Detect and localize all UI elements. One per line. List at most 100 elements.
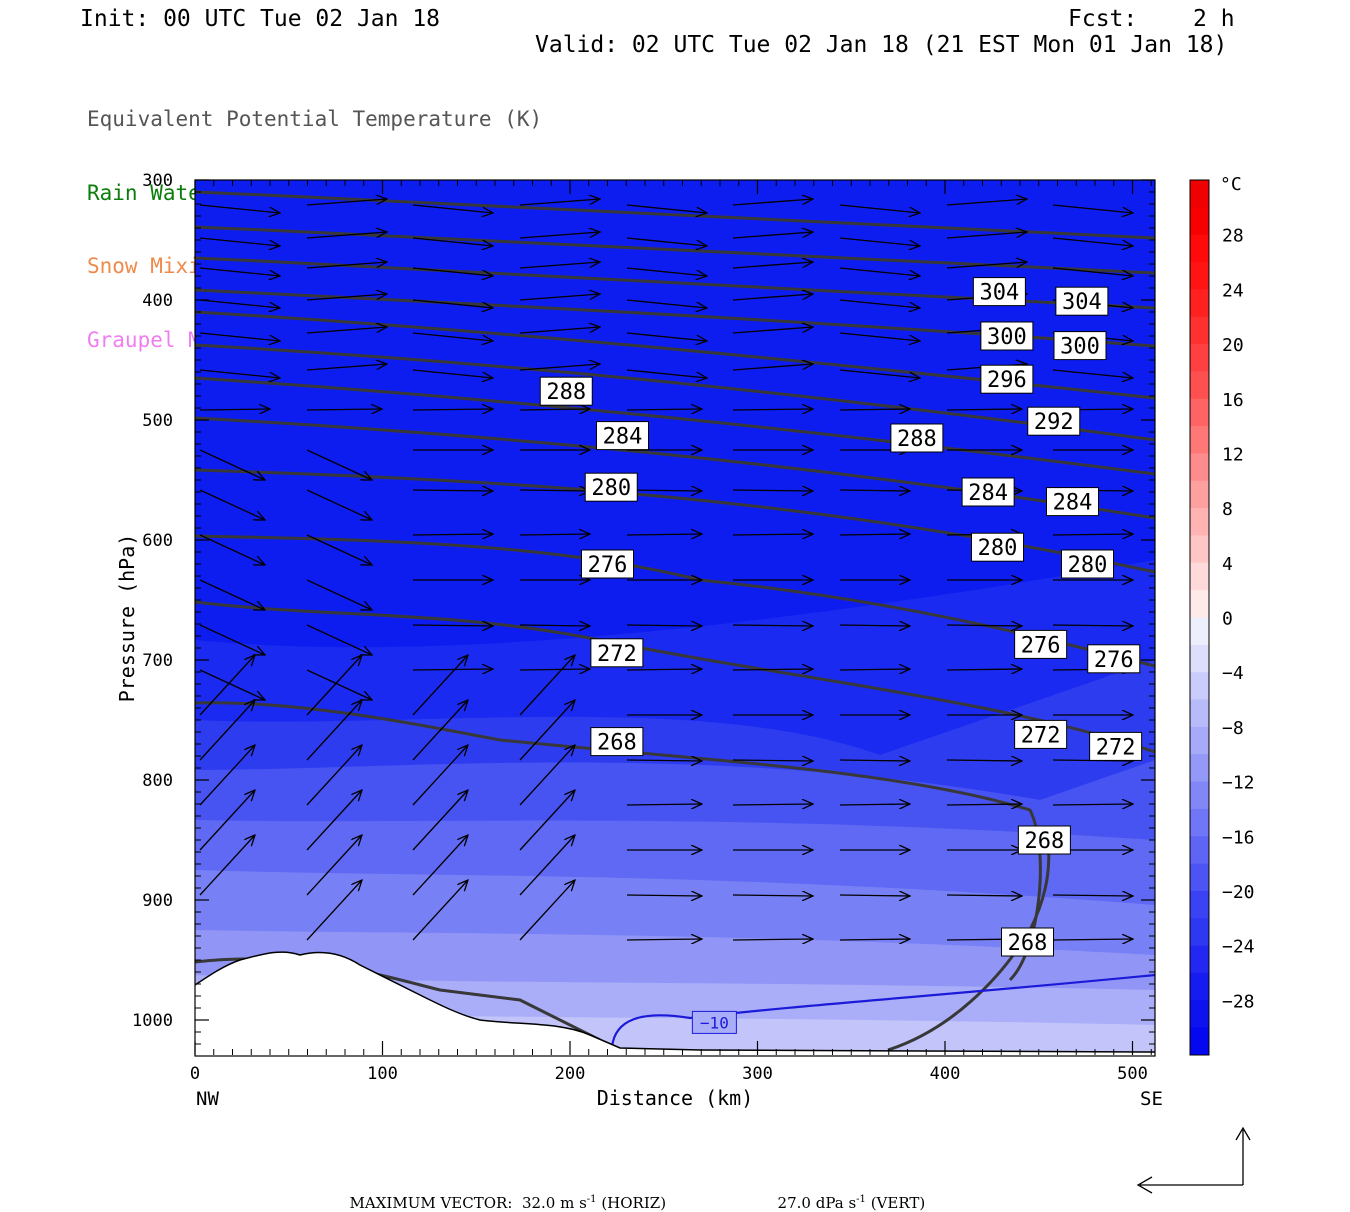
wind-vector — [306, 624, 372, 655]
theta-e-label: 272 — [1021, 723, 1061, 748]
colorbar-bin — [1190, 508, 1209, 536]
theta-e-label: 300 — [1060, 335, 1100, 360]
wind-vector — [199, 624, 265, 655]
wind-vector — [946, 760, 1022, 761]
wind-vector — [839, 299, 920, 308]
wind-vector — [199, 299, 280, 308]
colorbar-bin — [1190, 890, 1209, 919]
wind-vector — [306, 655, 362, 716]
wind-vector — [306, 294, 387, 301]
wind-vector — [626, 267, 707, 276]
wind-vector — [519, 490, 590, 491]
wind-vector — [1052, 625, 1133, 626]
reference-vector — [1136, 1126, 1251, 1194]
wind-vector — [839, 669, 910, 670]
wind-vector — [199, 669, 265, 700]
wind-vector — [732, 199, 813, 206]
wind-vector — [519, 232, 600, 239]
wind-vector — [306, 579, 372, 610]
wind-vector — [839, 332, 920, 341]
colorbar-bin — [1190, 289, 1209, 318]
colorbar-bin — [1190, 1000, 1209, 1029]
y-tick-label: 900 — [142, 891, 173, 911]
wind-vector — [732, 534, 813, 535]
colorbar-bin — [1190, 617, 1209, 646]
colorbar-bin — [1190, 972, 1209, 1001]
colorbar-tick-label: 24 — [1222, 280, 1244, 301]
wind-vector — [839, 409, 910, 410]
contour-labels: 304 304 300 300 296 292 288 288 284 284 284 280 280 2… — [539, 277, 1143, 1034]
wind-vector — [626, 237, 707, 246]
wind-vector — [732, 939, 813, 940]
theta-e-label-box — [1046, 487, 1099, 517]
wind-vector — [839, 204, 920, 213]
colorbar-bin — [1190, 180, 1209, 208]
colorbar-bin — [1190, 535, 1209, 564]
wind-vector — [626, 409, 702, 410]
theta-e-label-box — [596, 421, 649, 451]
colorbar-tick-label: −16 — [1222, 827, 1255, 848]
wind-vector — [732, 895, 813, 896]
wind-vector — [412, 490, 493, 491]
theta-e-label: 288 — [546, 380, 586, 405]
colorbar-tick-label: −4 — [1222, 663, 1244, 684]
wind-vector — [412, 332, 493, 341]
x-tick-label: 400 — [930, 1064, 961, 1084]
x-axis-label: Distance (km) — [597, 1086, 754, 1110]
wind-vector — [1052, 267, 1133, 276]
y-tick-label: 700 — [142, 651, 173, 671]
wind-vector — [519, 669, 590, 670]
wind-vector — [306, 199, 387, 206]
axes: 300 400 500 600 700 800 900 1000 0 100 200 300 400 50… — [115, 171, 1163, 1110]
theta-e-label-box — [584, 472, 638, 502]
wind-vector — [199, 745, 255, 806]
colorbar-tick-label: −12 — [1222, 773, 1255, 794]
wind-vector — [306, 669, 372, 700]
wind-vector — [839, 804, 910, 805]
colorbar-bin — [1190, 754, 1209, 783]
wind-vector — [626, 490, 702, 491]
colorbar-tick-label: −28 — [1222, 991, 1255, 1012]
wind-vector — [306, 262, 387, 269]
wind-vector — [519, 199, 600, 206]
x-tick-label: 300 — [742, 1064, 773, 1084]
wind-vector — [626, 669, 702, 670]
colorbar-bin — [1190, 234, 1209, 263]
wind-vector — [626, 204, 707, 213]
wind-vector — [946, 895, 1022, 896]
wind-vector — [732, 490, 813, 491]
wind-vector — [306, 745, 362, 806]
max-vector-vert: 27.0 dPa s-1 (VERT) — [777, 1194, 926, 1212]
wind-vector — [732, 232, 813, 239]
colorbar-bin — [1190, 808, 1209, 837]
colorbar-bin — [1190, 426, 1209, 454]
colorbar-tick-label: 8 — [1222, 499, 1233, 520]
wind-vector — [839, 895, 910, 896]
theta-e-label: 288 — [897, 427, 937, 452]
colorbar-tick-label: 16 — [1222, 390, 1244, 411]
colorbar-bin — [1190, 726, 1209, 755]
legend-theta-e: Equivalent Potential Temperature (K) — [87, 107, 543, 131]
wind-vector — [199, 449, 265, 480]
isotherm-label-box — [691, 1010, 737, 1034]
colorbar-bin — [1190, 699, 1209, 728]
theta-e-label-box — [539, 376, 593, 406]
wind-vector — [199, 835, 255, 896]
wind-vector — [412, 299, 493, 308]
wind-vector — [519, 294, 600, 301]
wind-vector — [946, 262, 1027, 269]
y-tick-label: 800 — [142, 771, 173, 791]
wind-vector — [732, 760, 813, 761]
theta-e-label: 304 — [1062, 290, 1102, 315]
theta-e-label: 268 — [1008, 931, 1048, 956]
wind-vector — [519, 534, 590, 535]
theta-e-label-box — [890, 423, 944, 453]
theta-e-label: 304 — [980, 281, 1020, 306]
wind-vector — [1052, 895, 1133, 896]
theta-e-label-box — [1014, 629, 1068, 659]
wind-vector — [732, 294, 813, 301]
temperature-shading — [195, 180, 1155, 1056]
forecast-label: Fcst: — [1068, 6, 1138, 32]
y-tick-label: 600 — [142, 531, 173, 551]
wind-vector — [839, 267, 920, 276]
